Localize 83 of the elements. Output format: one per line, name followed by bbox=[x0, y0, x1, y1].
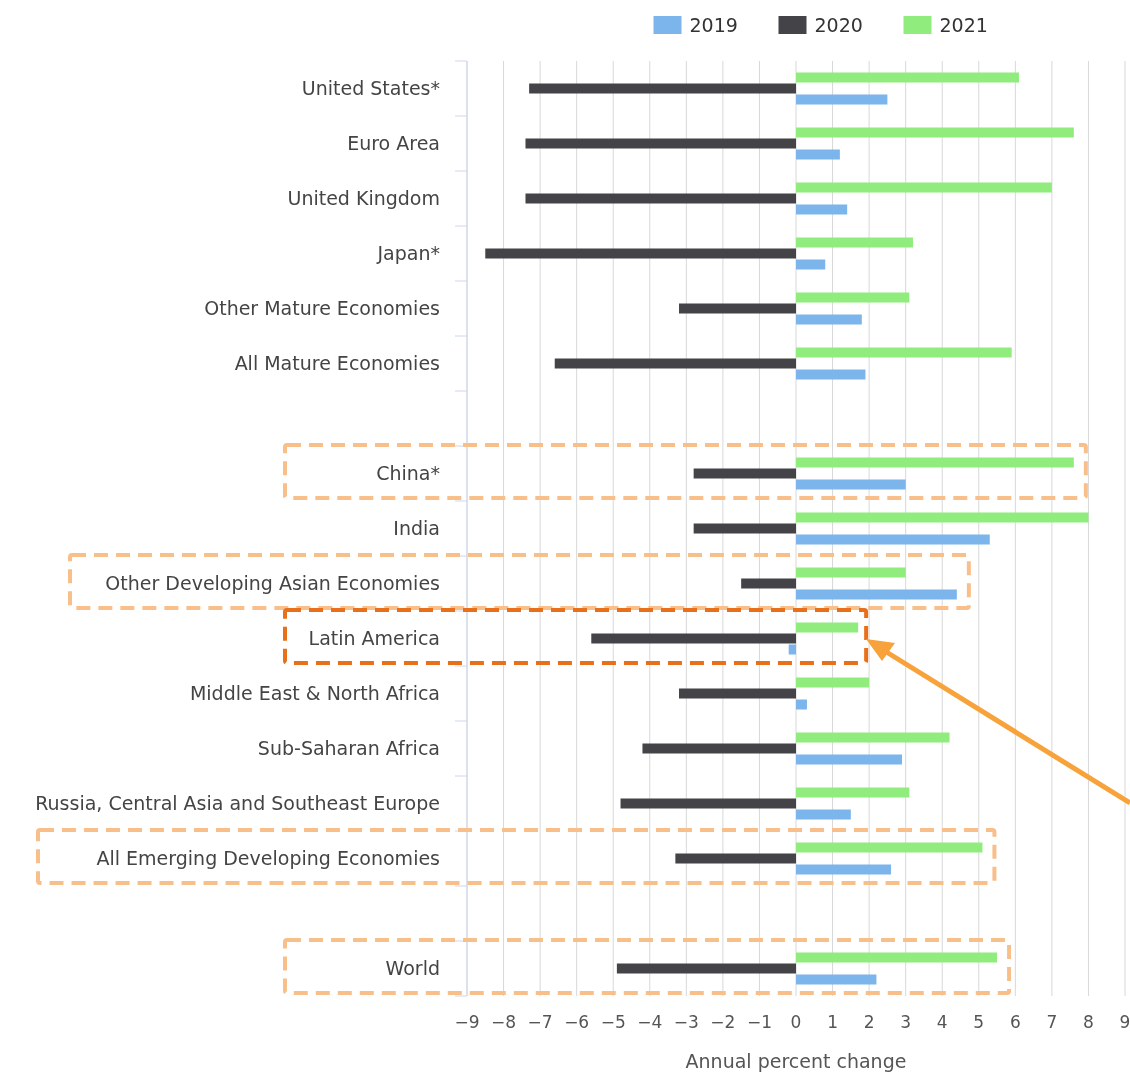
x-tick-label: −7 bbox=[527, 1012, 553, 1032]
bar bbox=[796, 72, 1019, 83]
bar bbox=[796, 677, 870, 688]
x-tick-label: 3 bbox=[900, 1012, 912, 1032]
y-tick-label: Russia, Central Asia and Southeast Europe bbox=[35, 792, 440, 815]
bar bbox=[591, 633, 796, 644]
bar bbox=[679, 688, 796, 699]
bar bbox=[529, 83, 796, 94]
x-axis-title: Annual percent change bbox=[685, 1050, 907, 1072]
bar bbox=[796, 369, 866, 380]
x-tick-label: 5 bbox=[973, 1012, 985, 1032]
bar bbox=[796, 94, 888, 105]
bar bbox=[796, 457, 1074, 468]
y-tick-label: Japan* bbox=[376, 242, 440, 265]
x-tick-label: −4 bbox=[637, 1012, 663, 1032]
legend-label: 2019 bbox=[689, 13, 738, 36]
y-tick-label: India bbox=[393, 517, 440, 540]
bar bbox=[796, 182, 1052, 193]
x-tick-label: 7 bbox=[1046, 1012, 1058, 1032]
bar bbox=[796, 149, 840, 160]
bar bbox=[741, 578, 796, 589]
bar bbox=[796, 754, 903, 765]
bar bbox=[620, 798, 796, 809]
bar bbox=[525, 138, 796, 149]
y-tick-label: China* bbox=[376, 462, 440, 485]
bar bbox=[788, 644, 796, 655]
bar bbox=[796, 259, 826, 270]
bar bbox=[796, 589, 957, 600]
bar bbox=[675, 853, 796, 864]
y-tick-label: World bbox=[385, 957, 440, 980]
x-tick-label: 6 bbox=[1009, 1012, 1021, 1032]
y-tick-label: Euro Area bbox=[347, 132, 440, 155]
bar bbox=[796, 699, 807, 710]
bar bbox=[796, 127, 1074, 138]
y-tick-label: All Mature Economies bbox=[234, 352, 440, 375]
y-tick-label: Other Developing Asian Economies bbox=[105, 572, 440, 595]
bar bbox=[796, 864, 892, 875]
bar bbox=[679, 303, 796, 314]
bar bbox=[796, 534, 990, 545]
legend-label: 2021 bbox=[939, 13, 988, 36]
bar bbox=[642, 743, 796, 754]
x-tick-label: 9 bbox=[1119, 1012, 1130, 1032]
x-tick-label: −2 bbox=[710, 1012, 736, 1032]
bar bbox=[796, 204, 848, 215]
x-tick-label: −6 bbox=[564, 1012, 590, 1032]
bar bbox=[796, 347, 1012, 358]
y-tick-label: Middle East & North Africa bbox=[189, 682, 440, 705]
x-tick-label: −1 bbox=[746, 1012, 772, 1032]
x-tick-label: 4 bbox=[936, 1012, 948, 1032]
y-tick-label: Latin America bbox=[308, 627, 440, 650]
x-tick-label: 8 bbox=[1083, 1012, 1094, 1032]
x-tick-label: −9 bbox=[454, 1012, 480, 1032]
y-tick-label: Other Mature Economies bbox=[204, 297, 440, 320]
bar bbox=[616, 963, 796, 974]
legend-label: 2020 bbox=[814, 13, 863, 36]
bar bbox=[525, 193, 796, 204]
x-tick-label: −5 bbox=[600, 1012, 626, 1032]
bar bbox=[796, 567, 906, 578]
bar bbox=[796, 479, 906, 490]
y-tick-label: United Kingdom bbox=[287, 187, 440, 210]
bar bbox=[796, 842, 983, 853]
bar bbox=[796, 622, 859, 633]
bar bbox=[796, 952, 998, 963]
y-tick-label: Sub-Saharan Africa bbox=[257, 737, 440, 760]
bar bbox=[796, 809, 851, 820]
bar bbox=[485, 248, 796, 259]
bar bbox=[693, 468, 796, 479]
bar bbox=[796, 314, 862, 325]
x-tick-label: 1 bbox=[827, 1012, 838, 1032]
x-tick-label: 2 bbox=[863, 1012, 875, 1032]
y-tick-label: All Emerging Developing Economies bbox=[96, 847, 440, 870]
bar bbox=[796, 732, 950, 743]
x-tick-label: −8 bbox=[491, 1012, 517, 1032]
bar bbox=[796, 512, 1089, 523]
y-tick-label: United States* bbox=[301, 77, 440, 100]
bar bbox=[554, 358, 796, 369]
bar bbox=[693, 523, 796, 534]
bar bbox=[796, 787, 910, 798]
x-tick-label: 0 bbox=[790, 1012, 802, 1032]
bar bbox=[796, 292, 910, 303]
bar bbox=[796, 974, 877, 985]
x-tick-label: −3 bbox=[673, 1012, 699, 1032]
bar bbox=[796, 237, 913, 248]
